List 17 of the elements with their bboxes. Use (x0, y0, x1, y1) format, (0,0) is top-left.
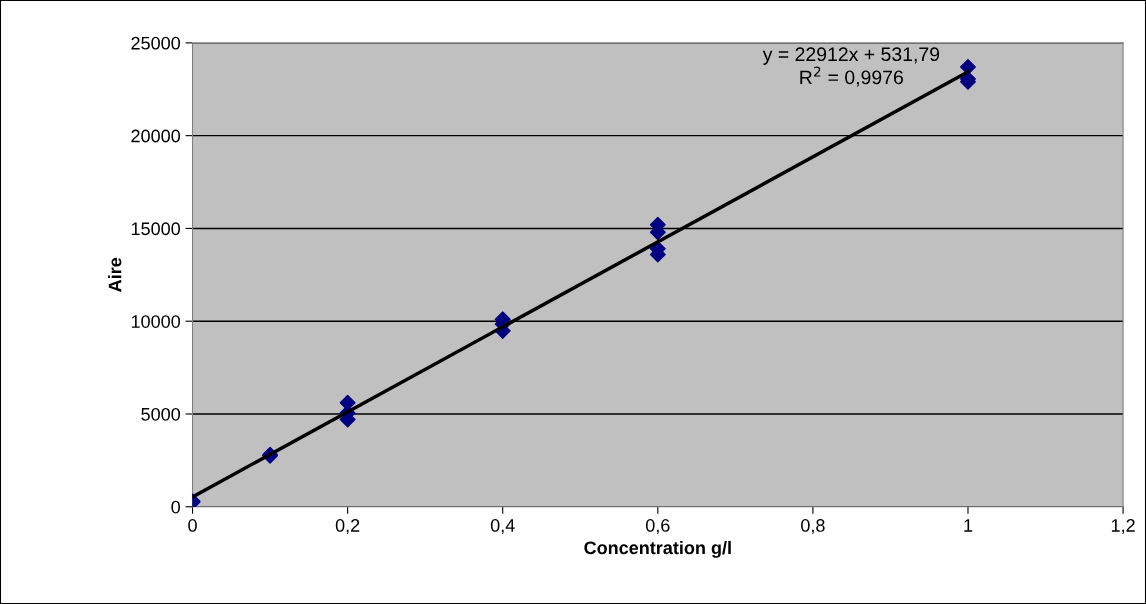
y-tick-label: 5000 (141, 407, 181, 421)
annotation: y = 22912x + 531,79 (762, 47, 940, 65)
x-tick-label: 0,6 (645, 519, 670, 534)
y-tick-label: 25000 (131, 36, 181, 50)
x-tick-label: 0,4 (490, 519, 515, 534)
x-axis-title: Concentration g/l (584, 540, 731, 558)
y-tick-label: 10000 (131, 315, 181, 328)
x-tick-label: 0,2 (335, 519, 360, 534)
y-tick-label: 15000 (131, 222, 181, 236)
y-tick-label: 0 (171, 500, 181, 514)
y-axis-title: Aire (108, 257, 122, 292)
y-tick-label: 20000 (131, 129, 181, 143)
x-tick-label: 1 (964, 519, 973, 532)
x-tick-label: 1,2 (1111, 519, 1135, 534)
annotation: R$^{2}$ = 0,9976 (800, 66, 903, 87)
x-tick-label: 0,8 (801, 519, 825, 534)
x-tick-label: 0 (188, 519, 197, 532)
